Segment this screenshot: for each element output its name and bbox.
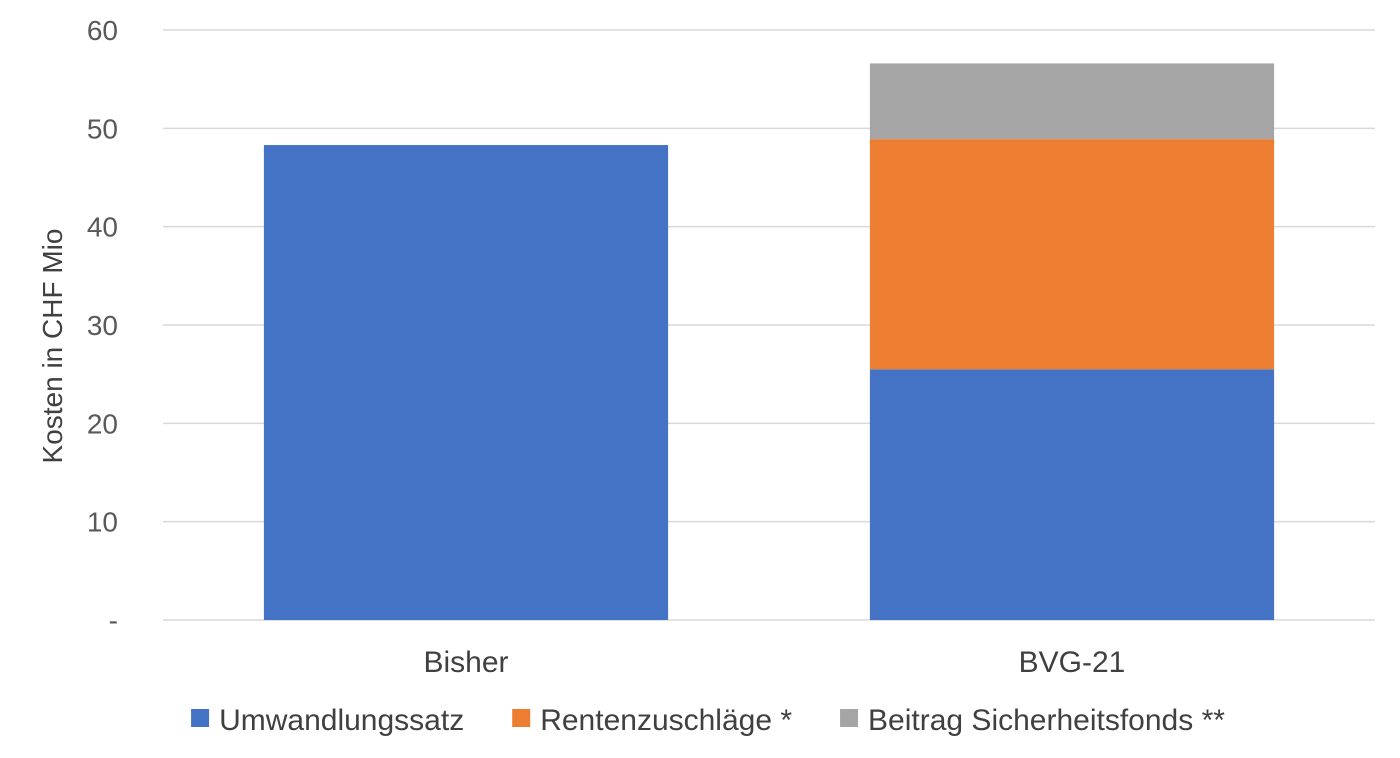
bars (263, 63, 1275, 621)
y-axis-ticks: - 10 20 30 40 50 60 (87, 15, 118, 636)
y-tick-label: 50 (87, 113, 118, 144)
bar-segment-bvg-21-series-2 (869, 63, 1275, 140)
y-tick-label: 20 (87, 408, 118, 439)
legend-item: Rentenzuschläge * (512, 704, 792, 737)
legend-swatch (840, 709, 859, 727)
legend-label: Rentenzuschläge * (540, 704, 792, 737)
y-tick-label: 10 (87, 507, 118, 538)
legend-item: Beitrag Sicherheitsfonds ** (840, 704, 1225, 737)
y-axis-title: Kosten in CHF Mio (37, 229, 68, 464)
y-tick-label: - (109, 605, 118, 636)
legend-item: Umwandlungssatz (191, 704, 464, 737)
legend: Umwandlungssatz Rentenzuschläge * Beitrag … (191, 704, 1225, 737)
legend-swatch (512, 709, 531, 727)
legend-label: Beitrag Sicherheitsfonds ** (868, 704, 1225, 737)
bar-segment-bvg-21-series-0 (869, 369, 1275, 620)
x-category-label: Bisher (423, 646, 508, 679)
bar-segment-bisher-series-0 (263, 145, 669, 621)
y-tick-label: 30 (87, 310, 118, 341)
y-tick-label: 40 (87, 212, 118, 243)
legend-label: Umwandlungssatz (219, 704, 464, 737)
x-axis-categories: Bisher BVG-21 (423, 646, 1125, 679)
y-tick-label: 60 (87, 15, 118, 46)
legend-swatch (191, 709, 210, 727)
bar-segment-bvg-21-series-1 (869, 139, 1275, 370)
x-category-label: BVG-21 (1019, 646, 1126, 679)
